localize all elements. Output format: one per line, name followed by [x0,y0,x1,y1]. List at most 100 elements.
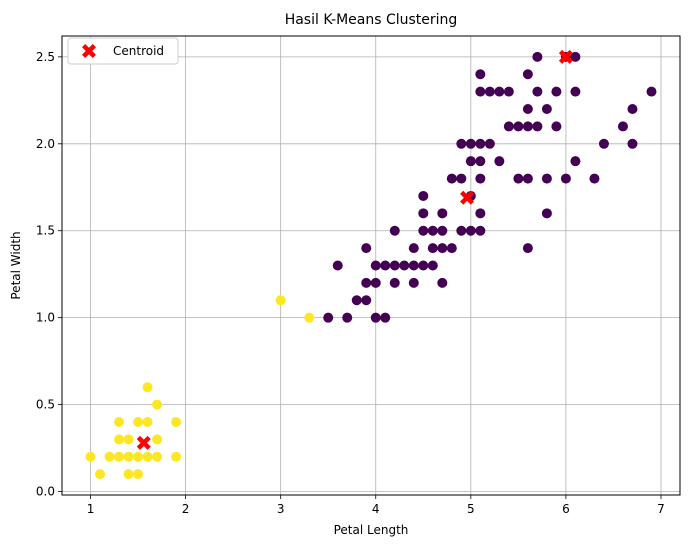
data-point [627,138,638,149]
data-points [85,51,657,480]
data-point [418,208,429,219]
data-point [389,260,400,271]
data-point [332,260,343,271]
chart-title: Hasil K-Means Clustering [285,12,458,28]
data-point [380,312,391,323]
y-tick-label: 2.0 [36,137,55,151]
data-point [551,86,562,97]
data-point [494,156,505,167]
data-point [437,277,448,288]
data-point [370,277,381,288]
data-point [513,121,524,132]
data-point [484,138,495,149]
data-point [304,312,315,323]
data-point [646,86,657,97]
x-tick-label: 5 [467,502,475,516]
data-point [342,312,353,323]
data-point [370,312,381,323]
data-point [560,173,571,184]
data-point [399,260,410,271]
data-point [114,451,125,462]
data-point [494,86,505,97]
data-point [152,451,163,462]
data-point [133,451,144,462]
data-point [114,416,125,427]
data-point [142,382,153,393]
data-point [123,451,134,462]
y-tick-label: 1.5 [36,224,55,238]
data-point [522,69,533,80]
y-tick-label: 1.0 [36,311,55,325]
data-point [570,156,581,167]
data-point [418,190,429,201]
data-point [475,69,486,80]
data-point [475,173,486,184]
data-point [389,277,400,288]
y-axis-label: Petal Width [9,231,23,299]
data-point [532,121,543,132]
y-tick-label: 2.5 [36,50,55,64]
data-point [465,156,476,167]
data-point [323,312,334,323]
data-point [503,121,514,132]
data-point [617,121,628,132]
data-point [437,243,448,254]
data-point [465,138,476,149]
data-point [370,260,381,271]
data-point [427,225,438,236]
data-point [152,434,163,445]
data-point [522,104,533,115]
data-point [351,295,362,306]
data-point [123,469,134,480]
data-point [475,225,486,236]
x-tick-label: 6 [562,502,570,516]
data-point [133,469,144,480]
data-point [475,156,486,167]
data-point [408,277,419,288]
centroid-markers [136,49,573,450]
centroid-marker [460,190,475,205]
x-tick-label: 2 [182,502,190,516]
x-axis-label: Petal Length [334,523,409,537]
x-tick-label: 4 [372,502,380,516]
data-point [551,121,562,132]
legend: Centroid [67,37,179,65]
data-point [541,208,552,219]
data-point [475,208,486,219]
centroid-marker [558,49,573,64]
data-point [171,451,182,462]
data-point [85,451,96,462]
x-tick-label: 1 [87,502,95,516]
data-point [380,260,391,271]
data-point [437,208,448,219]
legend-centroid-marker [82,44,96,58]
data-point [418,225,429,236]
data-point [95,469,106,480]
data-point [114,434,125,445]
data-point [152,399,163,410]
y-tick-label: 0.5 [36,398,55,412]
data-point [418,260,429,271]
data-point [570,51,581,62]
data-point [361,277,372,288]
data-point [133,416,144,427]
data-point [570,86,581,97]
x-tick-label: 3 [277,502,285,516]
data-point [437,225,448,236]
data-point [465,225,476,236]
data-point [475,86,486,97]
data-point [446,173,457,184]
data-point [361,295,372,306]
data-point [598,138,609,149]
data-point [475,138,486,149]
data-point [408,243,419,254]
data-point [456,225,467,236]
data-point [522,243,533,254]
data-point [513,173,524,184]
plot-frame [61,35,681,496]
data-point [627,104,638,115]
data-point [142,451,153,462]
data-point [541,104,552,115]
legend-box [67,37,179,65]
